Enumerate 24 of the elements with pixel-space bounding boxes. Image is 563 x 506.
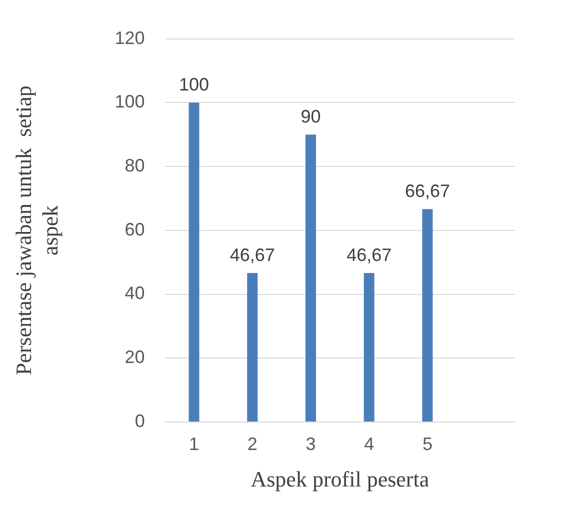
- x-tick-label: 1: [189, 434, 200, 454]
- y-tick-label: 20: [124, 347, 145, 368]
- y-axis-title: Persentase jawaban untuk setiap aspek: [10, 86, 62, 376]
- x-tick-label: 5: [422, 434, 432, 454]
- bar: [364, 272, 374, 422]
- y-tick-label: 100: [114, 92, 145, 112]
- x-axis-title: Aspek profil peserta: [250, 466, 430, 492]
- bar: [188, 102, 200, 422]
- data-label: 66,67: [404, 181, 450, 202]
- data-label: 100: [178, 74, 210, 95]
- y-tick-label: 120: [114, 28, 145, 48]
- data-label: 90: [300, 106, 321, 127]
- x-tick-label: 2: [247, 434, 258, 454]
- data-label: 46,67: [230, 244, 275, 265]
- y-tick-label: 60: [124, 219, 145, 240]
- y-tick-label: 40: [124, 283, 145, 304]
- bar: [422, 209, 433, 422]
- x-tick-label: 4: [364, 434, 374, 454]
- bar: [247, 272, 258, 422]
- bar: [305, 134, 316, 422]
- y-tick-label: 80: [124, 156, 145, 176]
- x-tick-label: 3: [306, 434, 316, 454]
- y-tick-label: 0: [134, 410, 145, 431]
- data-label: 46,67: [346, 244, 392, 265]
